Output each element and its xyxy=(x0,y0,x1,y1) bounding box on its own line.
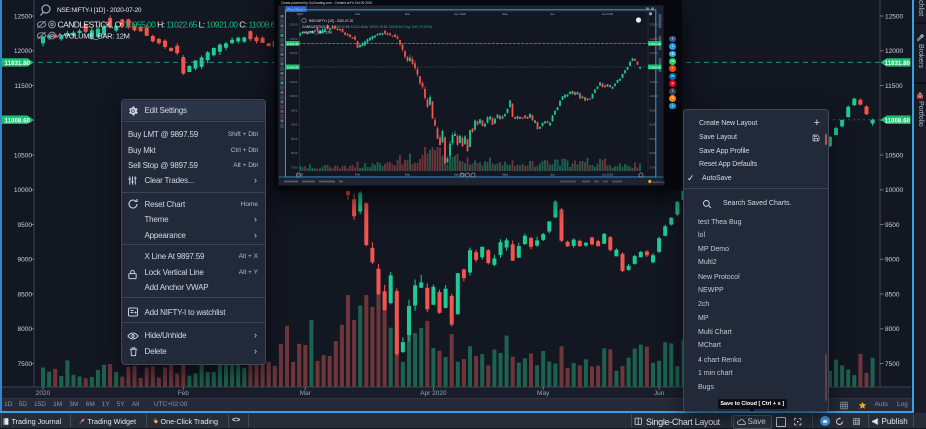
svg-text:8000: 8000 xyxy=(18,326,33,333)
svg-text:9000: 9000 xyxy=(18,257,33,264)
svg-text:Mar: Mar xyxy=(300,390,312,397)
svg-text:2020: 2020 xyxy=(36,390,51,397)
svg-text:VOLUME_BAR: 12M: VOLUME_BAR: 12M xyxy=(64,32,130,41)
svg-text:9500: 9500 xyxy=(885,222,900,229)
svg-text:12500: 12500 xyxy=(14,13,32,20)
svg-text:11831.80: 11831.80 xyxy=(5,60,31,67)
svg-text:11500: 11500 xyxy=(14,83,32,90)
svg-text:Feb: Feb xyxy=(178,390,190,397)
svg-text:8500: 8500 xyxy=(18,291,33,298)
svg-text:11831.80: 11831.80 xyxy=(885,60,911,67)
svg-text:May: May xyxy=(537,390,550,397)
svg-text:12500: 12500 xyxy=(885,13,903,20)
svg-text:10000: 10000 xyxy=(885,187,903,194)
svg-text:12000: 12000 xyxy=(14,48,32,55)
svg-text:11500: 11500 xyxy=(885,83,903,90)
svg-text:9500: 9500 xyxy=(18,222,33,229)
svg-text:10500: 10500 xyxy=(14,152,32,159)
svg-text:NSE:NIFTY-I [1D] - 2020-07-20: NSE:NIFTY-I [1D] - 2020-07-20 xyxy=(57,7,142,14)
svg-text:7500: 7500 xyxy=(885,361,900,368)
svg-text:10000: 10000 xyxy=(14,187,32,194)
svg-text:11008.60: 11008.60 xyxy=(5,117,31,124)
svg-text:Apr 2020: Apr 2020 xyxy=(420,390,447,397)
svg-text:8500: 8500 xyxy=(885,291,900,298)
svg-text:11008.60: 11008.60 xyxy=(885,117,911,124)
svg-text:Jun: Jun xyxy=(654,390,665,397)
svg-text:8000: 8000 xyxy=(885,326,900,333)
svg-text:9000: 9000 xyxy=(885,257,900,264)
svg-text:CANDLESTICK, O: 10955.00 H: 11: CANDLESTICK, O: 10955.00 H: 11022.65 L: … xyxy=(58,20,280,30)
svg-text:12000: 12000 xyxy=(885,48,903,55)
svg-text:7500: 7500 xyxy=(18,361,33,368)
svg-text:10500: 10500 xyxy=(885,152,903,159)
